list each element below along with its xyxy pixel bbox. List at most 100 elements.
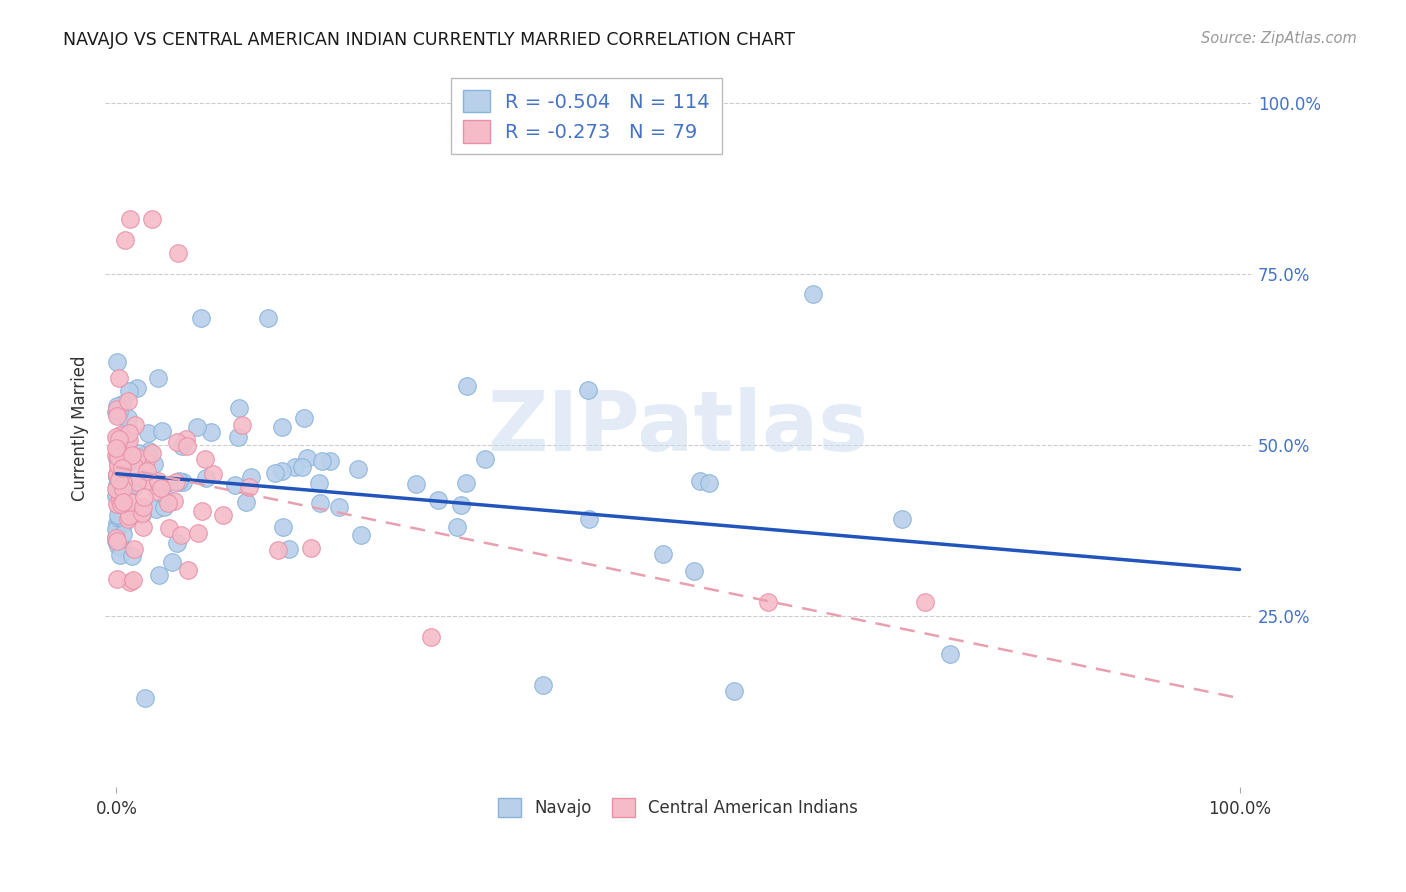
Point bbox=[167, 475, 190, 489]
Point bbox=[107, 508, 129, 523]
Point bbox=[110, 434, 132, 448]
Point bbox=[105, 534, 128, 549]
Point bbox=[143, 457, 166, 471]
Point bbox=[148, 567, 170, 582]
Point bbox=[108, 405, 131, 419]
Point bbox=[112, 516, 135, 530]
Point bbox=[108, 371, 131, 385]
Point bbox=[132, 490, 155, 504]
Point bbox=[319, 454, 342, 468]
Point bbox=[240, 469, 263, 483]
Point bbox=[105, 477, 128, 491]
Point bbox=[105, 530, 128, 544]
Point bbox=[166, 535, 188, 549]
Point bbox=[683, 564, 706, 578]
Point bbox=[308, 475, 330, 490]
Point bbox=[114, 233, 136, 247]
Point bbox=[122, 480, 145, 494]
Point bbox=[105, 404, 128, 418]
Point bbox=[474, 451, 496, 466]
Point bbox=[118, 212, 141, 227]
Point bbox=[299, 541, 322, 556]
Point bbox=[118, 508, 141, 523]
Point bbox=[107, 450, 129, 464]
Point bbox=[145, 501, 167, 516]
Point bbox=[108, 500, 131, 515]
Point bbox=[136, 447, 159, 461]
Point bbox=[212, 508, 235, 522]
Point bbox=[651, 547, 673, 561]
Point bbox=[187, 525, 209, 540]
Point bbox=[105, 521, 128, 535]
Point bbox=[125, 381, 148, 395]
Point bbox=[149, 481, 172, 495]
Point bbox=[723, 684, 745, 698]
Point bbox=[105, 497, 128, 511]
Point bbox=[117, 449, 139, 463]
Point bbox=[110, 511, 132, 525]
Point bbox=[122, 573, 145, 587]
Point bbox=[121, 448, 143, 462]
Point bbox=[264, 466, 287, 480]
Point bbox=[405, 476, 427, 491]
Point bbox=[157, 521, 180, 535]
Point bbox=[124, 506, 146, 520]
Point bbox=[108, 473, 131, 487]
Point bbox=[284, 459, 307, 474]
Point bbox=[531, 677, 554, 691]
Point bbox=[155, 491, 177, 505]
Point bbox=[118, 425, 141, 440]
Point bbox=[174, 432, 197, 446]
Point bbox=[122, 478, 145, 492]
Point bbox=[120, 575, 142, 590]
Point bbox=[165, 475, 187, 490]
Point bbox=[107, 442, 129, 456]
Point bbox=[267, 543, 290, 558]
Point bbox=[125, 450, 148, 464]
Point bbox=[292, 410, 315, 425]
Point bbox=[108, 441, 131, 455]
Text: ZIPatlas: ZIPatlas bbox=[488, 387, 869, 468]
Point bbox=[176, 563, 198, 577]
Point bbox=[121, 549, 143, 564]
Point bbox=[350, 528, 373, 542]
Text: Source: ZipAtlas.com: Source: ZipAtlas.com bbox=[1201, 31, 1357, 46]
Point bbox=[118, 384, 141, 398]
Point bbox=[134, 691, 156, 706]
Point bbox=[110, 497, 132, 511]
Point bbox=[105, 482, 128, 496]
Point bbox=[141, 212, 163, 227]
Point bbox=[108, 511, 131, 525]
Point bbox=[114, 446, 136, 460]
Point bbox=[235, 494, 257, 508]
Point bbox=[132, 520, 155, 534]
Point bbox=[190, 311, 212, 326]
Point bbox=[176, 439, 198, 453]
Point bbox=[309, 496, 332, 510]
Point bbox=[427, 492, 450, 507]
Point bbox=[146, 370, 169, 384]
Point bbox=[136, 426, 159, 441]
Point bbox=[127, 475, 149, 489]
Point bbox=[107, 440, 129, 454]
Point bbox=[105, 479, 128, 493]
Point bbox=[291, 460, 314, 475]
Point bbox=[117, 433, 139, 447]
Point bbox=[148, 476, 170, 491]
Point bbox=[167, 246, 190, 260]
Point bbox=[105, 430, 128, 444]
Point bbox=[107, 458, 129, 472]
Point bbox=[135, 464, 157, 478]
Point bbox=[238, 480, 260, 494]
Point bbox=[105, 409, 128, 423]
Point bbox=[105, 516, 128, 530]
Point bbox=[939, 647, 962, 661]
Point bbox=[108, 433, 131, 447]
Point bbox=[228, 401, 250, 415]
Point bbox=[201, 467, 224, 481]
Point bbox=[110, 465, 132, 479]
Point bbox=[135, 454, 157, 468]
Point bbox=[891, 512, 914, 526]
Y-axis label: Currently Married: Currently Married bbox=[72, 355, 89, 500]
Point bbox=[194, 470, 217, 484]
